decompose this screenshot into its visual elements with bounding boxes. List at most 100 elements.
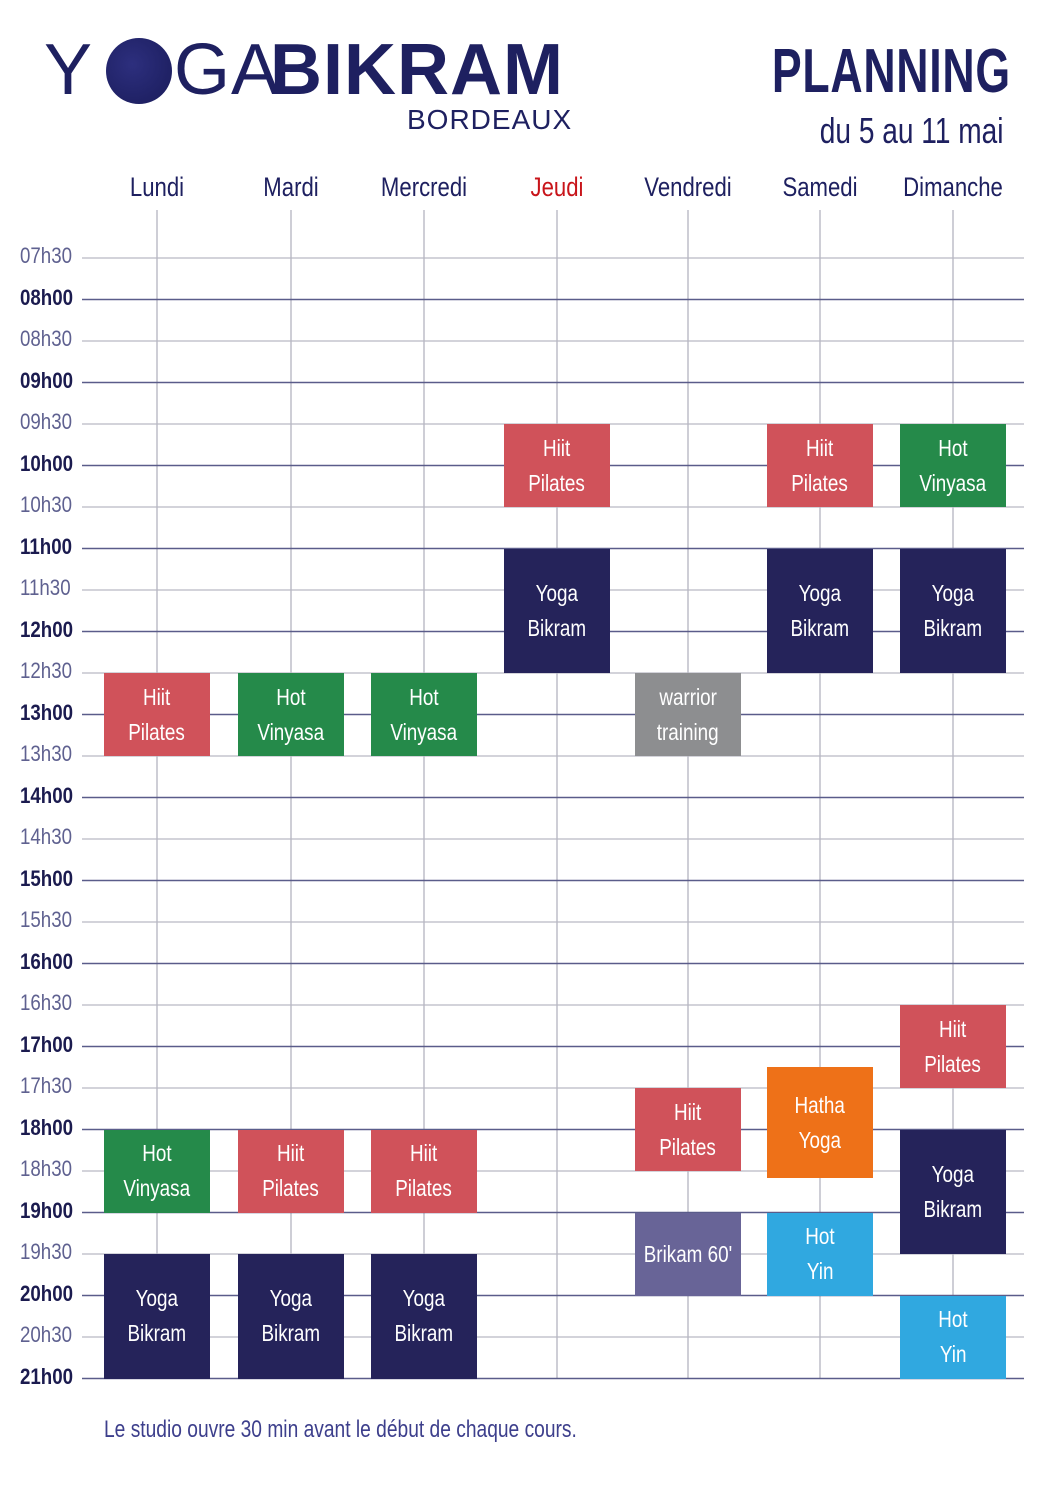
class-block-hot-vinyasa: Hot Vinyasa [104,1129,210,1213]
day-header-lundi: Lundi [129,172,185,202]
class-name-line: Yoga [269,1285,313,1312]
time-label: 20h00 [20,1280,74,1306]
class-block-hot-vinyasa: Hot Vinyasa [371,673,477,756]
class-name-line: Pilates [528,469,586,496]
class-name-line: Hiit [543,434,571,461]
logo-bikram: BIKRAM [270,30,564,110]
class-block-brikam60: Brikam 60' [635,1212,741,1296]
time-label: 11h00 [20,533,72,559]
time-label: 10h00 [20,450,74,476]
class-name-line: Yoga [135,1285,179,1312]
class-block-hiit-pilates: Hiit Pilates [238,1129,344,1213]
logo-letter-y: Y [44,30,94,110]
yoga-bikram-logo: Y GA BIKRAM BORDEAUX [44,34,604,144]
class-name-line: Brikam 60' [643,1240,733,1267]
class-name-line: Vinyasa [390,718,458,745]
footer-note: Le studio ouvre 30 min avant le début de… [104,1416,577,1443]
time-label: 19h30 [20,1239,73,1264]
time-label: 11h30 [20,575,71,600]
time-label: 12h30 [20,658,73,683]
class-name-line: Yin [806,1258,834,1284]
time-label: 13h30 [20,741,73,766]
time-label: 08h30 [20,326,73,351]
class-name-line: Bikram [790,614,850,641]
class-block-warrior-training: warrior training [635,673,741,756]
time-label: 18h30 [20,1156,73,1181]
time-label: 17h30 [20,1073,73,1098]
date-range: du 5 au 11 mai [819,110,1003,151]
class-block-hiit-pilates: Hiit Pilates [635,1088,741,1171]
class-block-hiit-pilates: Hiit Pilates [371,1129,477,1213]
class-name-line: Hot [805,1223,835,1249]
time-label: 13h00 [20,699,74,725]
time-label: 20h30 [20,1322,73,1347]
time-label: 15h00 [20,865,74,891]
class-name-line: Bikram [527,614,587,641]
class-name-line: training [657,718,719,745]
time-label: 16h30 [20,990,73,1015]
class-block-yoga-bikram: Yoga Bikram [371,1254,477,1379]
class-name-line: Yoga [798,1126,842,1153]
time-label: 07h30 [20,243,73,268]
class-name-line: Hiit [939,1015,967,1042]
class-name-line: Yoga [931,579,975,606]
time-label: 14h00 [20,782,74,808]
class-name-line: Hiit [806,434,834,461]
class-block-yoga-bikram: Yoga Bikram [504,548,610,673]
time-label: 21h00 [20,1363,74,1389]
class-block-hiit-pilates: Hiit Pilates [900,1005,1006,1088]
class-name-line: Bikram [923,1195,983,1222]
class-block-hiit-pilates: Hiit Pilates [104,673,210,756]
class-name-line: Hot [276,683,306,710]
class-block-hiit-pilates: Hiit Pilates [767,424,873,507]
class-name-line: Hiit [277,1140,305,1166]
page-title: PLANNING [772,37,1011,106]
class-block-yoga-bikram: Yoga Bikram [238,1254,344,1379]
class-name-line: Hiit [674,1098,702,1125]
time-label: 17h00 [20,1031,74,1057]
class-name-line: Hiit [143,683,171,710]
class-name-line: Yoga [931,1160,975,1187]
class-name-line: Pilates [659,1133,717,1160]
class-block-yoga-bikram: Yoga Bikram [104,1254,210,1379]
logo-letters-ga: GA [174,30,281,110]
class-name-line: Bikram [127,1320,187,1347]
day-header-mardi: Mardi [263,172,319,202]
class-name-line: Hot [409,683,439,710]
time-label: 16h00 [20,948,74,974]
class-name-line: Yoga [798,579,842,606]
time-label: 14h30 [20,824,73,849]
class-name-line: Hatha [794,1091,846,1118]
day-header-dimanche: Dimanche [903,172,1003,202]
class-block-hot-vinyasa: Hot Vinyasa [238,673,344,756]
class-name-line: Pilates [128,718,186,745]
time-label: 12h00 [20,616,74,642]
class-block-hiit-pilates: Hiit Pilates [504,424,610,507]
class-name-line: Hiit [410,1140,438,1166]
time-label: 15h30 [20,907,73,932]
class-name-line: Pilates [924,1050,982,1077]
time-label: 08h00 [20,284,74,310]
time-label: 09h00 [20,367,74,393]
logo-city: BORDEAUX [407,104,573,135]
time-label: 10h30 [20,492,73,517]
time-label: 09h30 [20,409,73,434]
class-name-line: Pilates [395,1175,453,1201]
class-name-line: Pilates [791,469,849,496]
class-block-hot-vinyasa: Hot Vinyasa [900,424,1006,507]
class-block-hatha-yoga: Hatha Yoga [767,1067,873,1178]
class-name-line: Hot [938,1306,968,1332]
class-name-line: Vinyasa [919,469,987,496]
class-name-line: Bikram [394,1320,454,1347]
logo-ink-blot-icon [106,38,172,104]
class-block-yoga-bikram: Yoga Bikram [900,548,1006,673]
class-name-line: Bikram [923,614,983,641]
class-name-line: Vinyasa [123,1175,191,1201]
day-header-jeudi: Jeudi [530,172,584,202]
class-block-yoga-bikram: Yoga Bikram [767,548,873,673]
class-name-line: Pilates [262,1175,320,1201]
class-name-line: Yoga [535,579,579,606]
class-name-line: Yin [939,1341,967,1367]
class-name-line: Yoga [402,1285,446,1312]
day-header-vendredi: Vendredi [644,172,732,202]
